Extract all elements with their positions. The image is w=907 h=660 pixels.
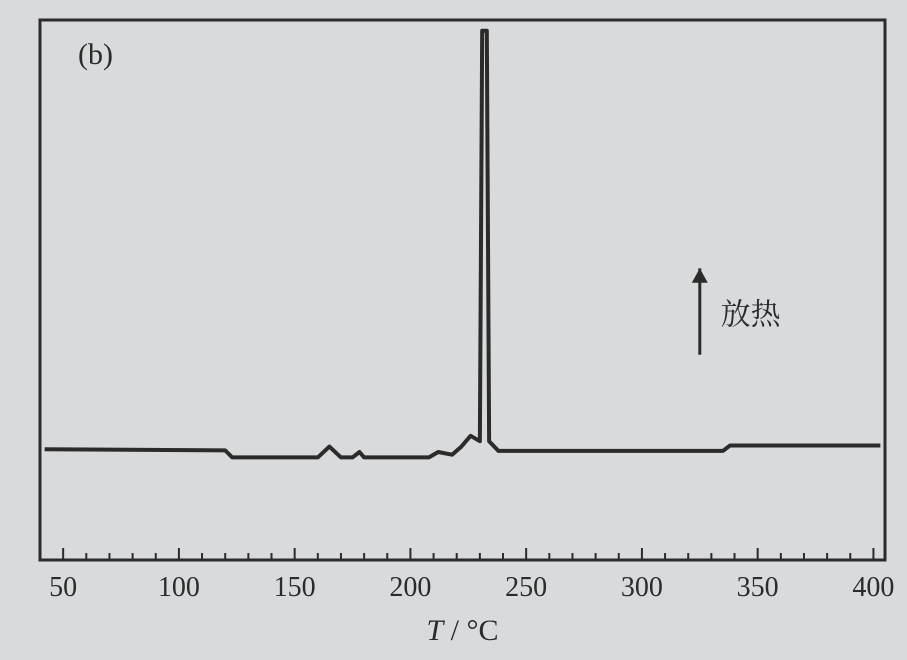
panel-label: (b) (78, 38, 113, 71)
x-tick-label: 150 (274, 572, 316, 603)
exotherm-label: 放热 (721, 290, 782, 334)
x-tick-label: 400 (852, 572, 894, 603)
chart-svg: 50 100 150 200 250 300 350 400 T / °C (b) 放热 (0, 0, 907, 660)
x-tick-label: 300 (621, 572, 663, 603)
x-axis-label: T / °C (426, 614, 498, 647)
x-tick-label: 350 (737, 572, 779, 603)
x-tick-label: 200 (389, 572, 431, 603)
dsc-chart: 50 100 150 200 250 300 350 400 T / °C (b) 放热 (0, 0, 907, 660)
x-tick-label: 250 (505, 572, 547, 603)
x-tick-label: 50 (49, 572, 77, 603)
x-tick-label: 100 (158, 572, 200, 603)
